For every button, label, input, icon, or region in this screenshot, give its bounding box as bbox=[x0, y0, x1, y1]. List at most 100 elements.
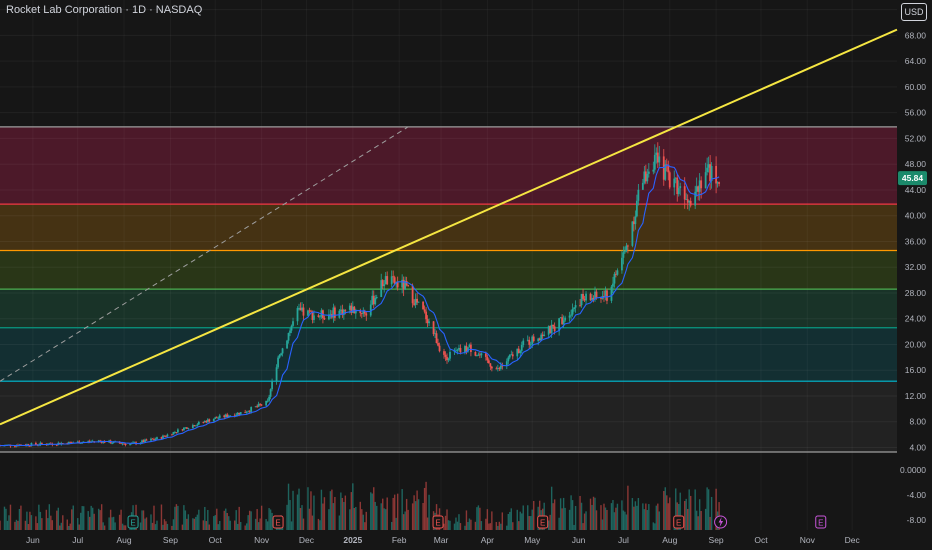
candle-body bbox=[656, 152, 659, 163]
volume-bar bbox=[187, 514, 190, 530]
candle-body bbox=[594, 291, 596, 300]
candle-body bbox=[505, 361, 508, 366]
candle-body bbox=[679, 186, 682, 189]
candle-body bbox=[141, 440, 143, 443]
volume-bar bbox=[328, 509, 330, 530]
volume-bar bbox=[311, 515, 314, 530]
volume-bar bbox=[81, 506, 83, 530]
volume-bar bbox=[223, 510, 225, 530]
candle-body bbox=[428, 321, 430, 324]
candle-body bbox=[163, 435, 166, 437]
volume-bar bbox=[422, 502, 424, 530]
volume-bar bbox=[299, 507, 302, 530]
volume-bar bbox=[163, 519, 166, 530]
volume-bar bbox=[606, 509, 608, 530]
x-tick-label: Sep bbox=[163, 535, 178, 545]
candle-body bbox=[455, 350, 457, 352]
candle-body bbox=[313, 315, 315, 320]
candle-body bbox=[426, 319, 429, 324]
candle-body bbox=[718, 182, 720, 184]
volume-bar bbox=[591, 504, 593, 530]
candle-body bbox=[435, 333, 438, 344]
candle-body bbox=[511, 354, 514, 357]
candle-body bbox=[467, 347, 469, 352]
volume-bar bbox=[319, 520, 321, 530]
candle-body bbox=[247, 411, 250, 413]
volume-bar bbox=[3, 506, 6, 530]
volume-bar bbox=[59, 525, 61, 530]
volume-bar bbox=[425, 481, 427, 530]
x-tick-label: Nov bbox=[800, 535, 816, 545]
volume-bar bbox=[571, 500, 574, 530]
candle-body bbox=[88, 441, 91, 442]
candle-body bbox=[547, 326, 550, 335]
volume-bar bbox=[675, 488, 677, 530]
candle-body bbox=[120, 443, 122, 445]
candle-body bbox=[55, 444, 58, 446]
candle-body bbox=[697, 186, 700, 192]
volume-bar bbox=[160, 504, 163, 530]
volume-bar bbox=[90, 505, 92, 530]
candle-body bbox=[667, 166, 670, 173]
candle-body bbox=[655, 152, 658, 155]
candle-body bbox=[265, 400, 268, 406]
volume-bar bbox=[87, 511, 89, 530]
volume-bar bbox=[553, 499, 556, 530]
volume-bar bbox=[521, 513, 523, 530]
volume-bar bbox=[296, 494, 299, 530]
candle-body bbox=[319, 316, 321, 318]
volume-bar bbox=[245, 523, 248, 530]
volume-bar bbox=[208, 524, 210, 530]
candle-body bbox=[369, 304, 372, 316]
candle-body bbox=[417, 301, 420, 303]
volume-bar bbox=[69, 523, 71, 530]
candle-body bbox=[317, 315, 320, 317]
candle-body bbox=[498, 368, 501, 369]
volume-bar bbox=[62, 515, 64, 530]
volume-bar bbox=[648, 504, 650, 530]
volume-bar bbox=[709, 516, 711, 530]
volume-bar bbox=[120, 509, 122, 530]
volume-bar bbox=[153, 505, 155, 530]
volume-bar bbox=[621, 500, 623, 530]
candle-body bbox=[145, 439, 148, 441]
volume-bar bbox=[47, 518, 49, 530]
volume-bar bbox=[213, 516, 215, 530]
volume-bar bbox=[374, 501, 376, 530]
candle-body bbox=[404, 280, 407, 290]
candle-body bbox=[217, 417, 220, 419]
volume-bar bbox=[118, 514, 121, 530]
volume-bar bbox=[443, 523, 445, 530]
candle-body bbox=[206, 419, 209, 423]
volume-bar bbox=[332, 503, 335, 530]
volume-bar bbox=[507, 513, 509, 530]
volume-bar bbox=[48, 504, 51, 530]
candle-body bbox=[615, 273, 617, 275]
volume-bar bbox=[585, 511, 587, 530]
candle-body bbox=[715, 165, 718, 184]
currency-button[interactable]: USD bbox=[901, 3, 927, 21]
volume-bar bbox=[171, 525, 173, 530]
volume-bar bbox=[558, 517, 560, 530]
volume-bar bbox=[407, 509, 409, 530]
volume-bar bbox=[145, 517, 148, 530]
volume-bar bbox=[444, 515, 447, 530]
candle-body bbox=[129, 444, 131, 446]
candle-body bbox=[354, 310, 357, 314]
volume-bar bbox=[637, 497, 640, 530]
candle-body bbox=[487, 360, 490, 364]
y-tick-label: 60.00 bbox=[905, 82, 927, 92]
candle-body bbox=[583, 298, 586, 301]
volume-bar bbox=[352, 483, 354, 530]
volume-bar bbox=[100, 504, 103, 530]
volume-bar bbox=[604, 507, 607, 530]
volume-bar bbox=[386, 497, 388, 530]
volume-bar bbox=[77, 518, 79, 530]
volume-bar bbox=[615, 507, 617, 530]
volume-bar bbox=[103, 525, 106, 530]
candle-body bbox=[165, 436, 167, 437]
volume-bar bbox=[580, 502, 583, 530]
price-axis: 72.0068.0064.0060.0056.0052.0048.0044.00… bbox=[898, 5, 927, 525]
volume-bar bbox=[14, 521, 16, 530]
